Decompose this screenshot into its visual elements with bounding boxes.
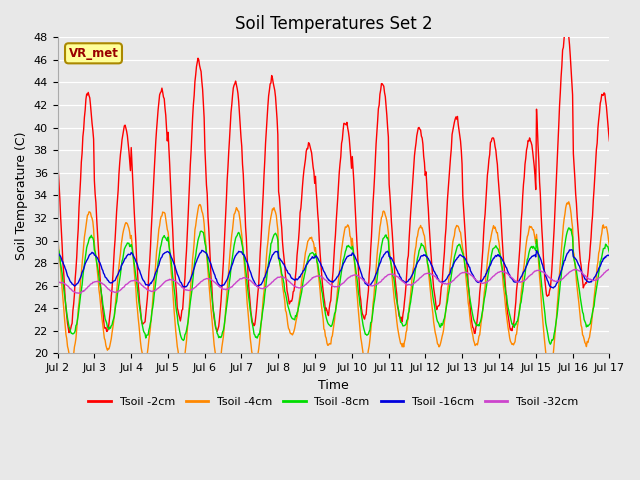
Tsoil -16cm (401, 279, 408, 285)
Tsoil -4cm (205, 288, 213, 294)
Line: Tsoil -2cm: Tsoil -2cm (58, 24, 609, 333)
Tsoil -4cm (120, 225, 128, 230)
Tsoil -16cm (177, 279, 184, 285)
Tsoil -16cm (205, 258, 213, 264)
Tsoil -32cm (177, 283, 185, 289)
Tsoil -8cm (605, 250, 613, 255)
Tsoil -32cm (207, 276, 214, 282)
Tsoil -4cm (605, 243, 613, 249)
Line: Tsoil -16cm: Tsoil -16cm (58, 250, 609, 288)
Tsoil -2cm (417, 127, 424, 133)
Tsoil -2cm (120, 123, 128, 129)
Tsoil -4cm (417, 223, 424, 228)
X-axis label: Time: Time (318, 379, 349, 392)
Tsoil -32cm (605, 266, 613, 272)
Tsoil -16cm (54, 250, 61, 255)
Tsoil -2cm (177, 318, 184, 324)
Tsoil -2cm (471, 330, 479, 336)
Tsoil -2cm (562, 22, 570, 27)
Tsoil -16cm (605, 253, 613, 259)
Tsoil -8cm (63, 315, 71, 321)
Tsoil -2cm (63, 321, 71, 326)
Tsoil -32cm (54, 279, 61, 285)
Tsoil -16cm (63, 273, 71, 279)
Legend: Tsoil -2cm, Tsoil -4cm, Tsoil -8cm, Tsoil -16cm, Tsoil -32cm: Tsoil -2cm, Tsoil -4cm, Tsoil -8cm, Tsoi… (84, 392, 583, 411)
Tsoil -8cm (205, 273, 213, 279)
Text: VR_met: VR_met (68, 47, 118, 60)
Title: Soil Temperatures Set 2: Soil Temperatures Set 2 (235, 15, 432, 33)
Tsoil -4cm (545, 366, 552, 372)
Tsoil -32cm (417, 274, 425, 280)
Tsoil -32cm (63, 283, 71, 288)
Tsoil -2cm (401, 299, 408, 304)
Tsoil -8cm (565, 225, 573, 231)
Tsoil -16cm (417, 254, 424, 260)
Tsoil -16cm (120, 257, 128, 263)
Tsoil -16cm (550, 285, 557, 291)
Tsoil -2cm (205, 241, 213, 247)
Tsoil -8cm (401, 323, 408, 328)
Tsoil -8cm (177, 332, 184, 337)
Tsoil -4cm (54, 235, 61, 240)
Tsoil -32cm (74, 290, 82, 296)
Tsoil -4cm (63, 344, 71, 349)
Tsoil -2cm (605, 138, 613, 144)
Line: Tsoil -4cm: Tsoil -4cm (58, 202, 609, 369)
Tsoil -4cm (565, 199, 573, 204)
Tsoil -8cm (417, 244, 424, 250)
Tsoil -32cm (121, 283, 129, 288)
Tsoil -8cm (547, 341, 554, 347)
Line: Tsoil -8cm: Tsoil -8cm (58, 228, 609, 344)
Tsoil -4cm (401, 339, 408, 345)
Tsoil -8cm (54, 243, 61, 249)
Tsoil -4cm (177, 362, 184, 368)
Tsoil -16cm (567, 247, 575, 252)
Line: Tsoil -32cm: Tsoil -32cm (58, 269, 609, 293)
Tsoil -8cm (120, 246, 128, 252)
Tsoil -2cm (54, 149, 61, 155)
Tsoil -32cm (401, 281, 409, 287)
Y-axis label: Soil Temperature (C): Soil Temperature (C) (15, 131, 28, 260)
